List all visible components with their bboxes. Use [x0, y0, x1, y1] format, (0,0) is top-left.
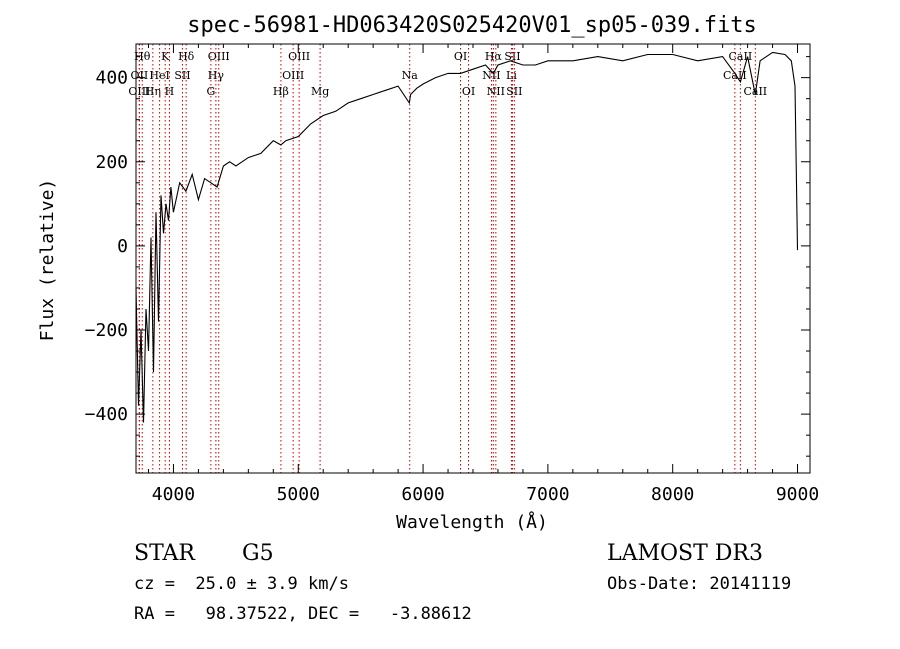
y-axis-ticks: −400 −200 0 200 400 [85, 56, 810, 457]
line-marker-label: Hθ [134, 50, 151, 63]
line-marker-label: H [165, 85, 175, 98]
line-marker-label: K [161, 50, 170, 63]
survey-name: LAMOST DR3 [607, 541, 763, 566]
line-marker-label: SII [504, 50, 520, 63]
line-marker-label: OIII [288, 50, 310, 63]
line-marker-label: OIII [208, 50, 230, 63]
line-marker-label: NII [487, 85, 505, 98]
observation-date: Obs-Date: 20141119 [607, 574, 792, 594]
line-marker-label: Hη [145, 85, 161, 98]
x-tick-label: 5000 [277, 484, 320, 505]
line-marker-label: SII [506, 85, 522, 98]
line-marker-label: G [206, 85, 215, 98]
y-axis-label: Flux (relative) [37, 179, 58, 342]
line-marker-label: Li [506, 69, 517, 82]
x-tick-label: 7000 [526, 484, 569, 505]
x-tick-label: 4000 [152, 484, 195, 505]
y-tick-label: 200 [95, 152, 128, 173]
line-marker-label: OI [462, 85, 475, 98]
coordinates: RA = 98.37522, DEC = -3.88612 [134, 604, 472, 624]
line-marker-label: Hδ [178, 50, 195, 63]
y-tick-label: −400 [85, 404, 128, 425]
x-tick-label: 6000 [401, 484, 444, 505]
line-marker-label: HeI [149, 69, 169, 82]
y-tick-label: 0 [117, 236, 128, 257]
line-marker-label: Hα [485, 50, 503, 63]
redshift-value: cz = 25.0 ± 3.9 km/s [134, 574, 349, 594]
x-axis-label: Wavelength (Å) [396, 511, 548, 533]
line-marker-label: OI [454, 50, 467, 63]
y-tick-label: 400 [95, 68, 128, 89]
x-tick-label: 8000 [651, 484, 694, 505]
chart-title: spec-56981-HD063420S025420V01_sp05-039.f… [187, 13, 757, 38]
x-axis-ticks: 4000 5000 6000 7000 8000 9000 [147, 44, 819, 505]
x-tick-label: 9000 [776, 484, 819, 505]
line-marker-label: SII [174, 69, 190, 82]
line-marker-label: Na [402, 69, 419, 82]
line-marker-label: OII [131, 69, 149, 82]
object-class: STAR [134, 541, 195, 566]
line-marker-label: OIII [128, 85, 150, 98]
spectral-line-markers: HθOIIOIIIHηHeIKHSIIHδGHγOIIIHβOIIIOIIIMg… [128, 44, 767, 473]
plot-frame [135, 43, 811, 474]
line-marker-label: OIII [282, 69, 304, 82]
y-tick-label: −200 [85, 320, 128, 341]
line-marker-label: Hβ [273, 85, 289, 98]
spectrum-line [135, 51, 799, 423]
object-subclass: G5 [242, 541, 274, 566]
line-marker-label: Mg [311, 85, 329, 98]
line-marker-label: Hγ [208, 69, 225, 82]
